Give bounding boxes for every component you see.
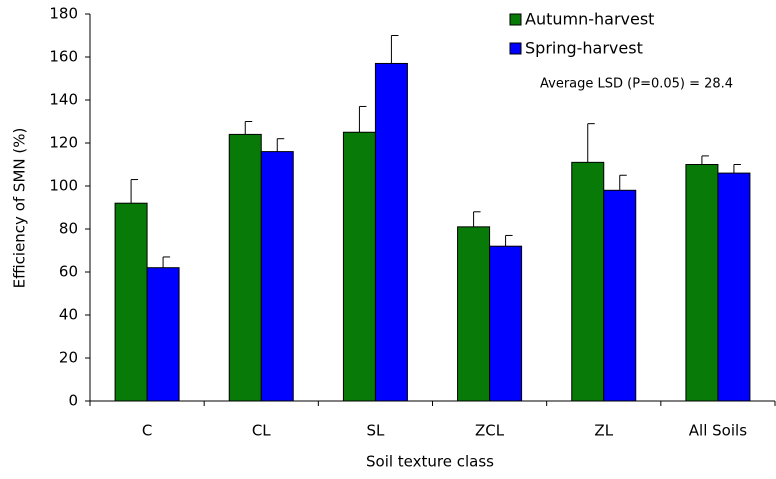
error-bar	[505, 234, 513, 247]
bar	[489, 245, 523, 402]
bar	[374, 62, 408, 402]
error-bar	[358, 105, 367, 133]
y-tick-label: 120	[49, 134, 78, 152]
y-tick-label: 100	[49, 177, 78, 195]
bar	[228, 133, 262, 402]
bar	[114, 202, 148, 402]
y-tick-label: 60	[59, 263, 78, 281]
x-tick-label: ZL	[594, 422, 613, 440]
error-bar	[733, 164, 741, 174]
bar	[146, 267, 180, 402]
error-bar	[162, 256, 171, 268]
bar	[342, 131, 376, 402]
y-tick-label: 20	[59, 349, 78, 367]
x-tick-label: C	[142, 422, 152, 440]
legend-label: Spring-harvest	[525, 39, 643, 58]
legend-swatch	[509, 42, 522, 55]
bar	[457, 226, 491, 402]
bar	[603, 189, 637, 402]
error-bar	[276, 138, 285, 152]
error-bar	[619, 174, 627, 191]
y-tick-label: 80	[59, 220, 78, 238]
annotation: Average LSD (P=0.05) = 28.4	[540, 77, 733, 92]
x-axis-label: Soil texture class	[366, 453, 494, 471]
error-bar	[130, 179, 139, 204]
legend-swatch	[509, 13, 522, 26]
error-bar	[244, 121, 253, 135]
y-tick-label: 180	[49, 5, 78, 23]
x-tick-label: SL	[366, 422, 385, 440]
bar	[717, 172, 751, 402]
legend-label: Autumn-harvest	[525, 10, 654, 29]
error-bar	[701, 155, 709, 165]
error-bar	[390, 35, 399, 64]
y-tick-label: 160	[49, 48, 78, 66]
x-tick-label: All Soils	[689, 422, 747, 440]
bar	[571, 161, 605, 402]
x-tick-label: CL	[252, 422, 271, 440]
bar	[685, 164, 719, 402]
bar	[260, 151, 294, 402]
error-bar	[587, 123, 595, 163]
y-tick-label: 140	[49, 91, 78, 109]
error-bar	[473, 211, 481, 227]
y-axis-label: Efficiency of SMN (%)	[11, 128, 29, 289]
y-tick-label: 40	[59, 306, 78, 324]
x-tick-label: ZCL	[475, 422, 505, 440]
y-tick-label: 0	[68, 392, 78, 410]
